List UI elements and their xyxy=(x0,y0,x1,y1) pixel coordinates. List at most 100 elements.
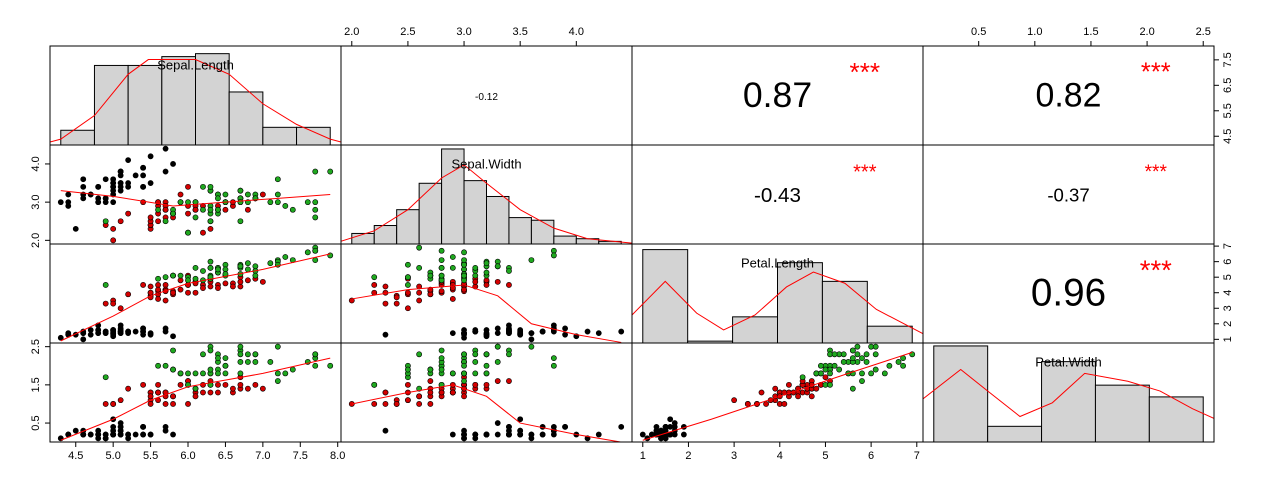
point xyxy=(237,199,244,206)
x-tick-label: 3.0 xyxy=(456,26,471,38)
x-tick-label: 2 xyxy=(685,450,691,462)
point xyxy=(125,183,132,190)
point xyxy=(140,164,147,171)
x-tick-label: 5 xyxy=(822,450,828,462)
point xyxy=(215,381,221,388)
point xyxy=(274,343,281,350)
histogram-bar xyxy=(642,249,689,343)
point xyxy=(849,347,856,354)
point xyxy=(680,431,687,438)
x-tick-label: 7 xyxy=(914,450,920,462)
point xyxy=(886,362,893,369)
point xyxy=(72,427,79,434)
x-tick-label: 1.0 xyxy=(1027,26,1042,38)
point xyxy=(831,351,838,358)
point xyxy=(494,420,501,426)
point xyxy=(222,381,229,388)
point xyxy=(170,347,176,354)
point xyxy=(147,289,154,296)
point xyxy=(200,370,206,377)
point xyxy=(192,264,199,271)
point xyxy=(282,254,289,260)
point xyxy=(95,427,102,434)
point xyxy=(461,427,467,434)
point xyxy=(267,359,274,365)
point xyxy=(562,325,568,332)
x-tick-label: 4.0 xyxy=(569,26,584,38)
point xyxy=(808,393,815,400)
point xyxy=(185,183,191,190)
point xyxy=(405,274,411,281)
point xyxy=(438,264,445,271)
point xyxy=(192,385,199,392)
point xyxy=(618,328,625,335)
point xyxy=(259,385,266,392)
point xyxy=(461,351,467,358)
point xyxy=(110,401,117,407)
y-tick-label: 5 xyxy=(1222,274,1234,280)
point xyxy=(795,393,801,400)
histogram-bar xyxy=(486,195,510,244)
point xyxy=(222,280,229,287)
point xyxy=(222,370,229,377)
point xyxy=(80,336,87,343)
point xyxy=(595,330,602,337)
point xyxy=(494,378,501,384)
point xyxy=(438,355,445,362)
point xyxy=(200,183,206,190)
point xyxy=(244,277,251,284)
point xyxy=(822,366,829,373)
point xyxy=(147,393,154,400)
point xyxy=(140,282,147,288)
point xyxy=(282,203,289,209)
variable-name: Sepal.Length xyxy=(157,57,234,72)
point xyxy=(813,385,820,392)
point xyxy=(87,327,94,333)
point xyxy=(304,199,311,206)
point xyxy=(230,385,236,392)
point xyxy=(639,431,646,438)
panel xyxy=(639,343,916,442)
point xyxy=(140,431,147,438)
point xyxy=(416,393,423,400)
point xyxy=(207,183,214,190)
histogram-bar xyxy=(508,217,532,244)
point xyxy=(312,214,319,221)
histogram-bar xyxy=(866,325,913,343)
point xyxy=(449,370,456,377)
point xyxy=(472,272,479,279)
point xyxy=(312,206,319,213)
point xyxy=(102,435,109,442)
point xyxy=(110,431,117,438)
point xyxy=(472,351,479,358)
point xyxy=(237,351,244,358)
point xyxy=(312,168,319,175)
point xyxy=(162,297,169,304)
x-tick-label: 4.5 xyxy=(68,450,83,462)
point xyxy=(863,351,870,358)
point xyxy=(854,351,861,358)
point xyxy=(528,343,535,350)
point xyxy=(494,330,501,337)
point xyxy=(147,283,154,290)
point xyxy=(517,327,524,333)
panel xyxy=(632,249,923,343)
point xyxy=(200,206,206,213)
point xyxy=(872,343,879,350)
point xyxy=(162,145,169,152)
point xyxy=(840,351,847,358)
point xyxy=(102,330,109,337)
point xyxy=(863,359,870,365)
point xyxy=(162,274,169,281)
point xyxy=(170,210,176,217)
panel xyxy=(341,148,632,244)
point xyxy=(170,289,176,296)
point xyxy=(550,423,557,430)
point xyxy=(192,214,199,221)
x-tick-label: 0.5 xyxy=(971,26,986,38)
point xyxy=(539,328,546,335)
point xyxy=(274,370,281,377)
point xyxy=(147,331,154,338)
point xyxy=(259,278,266,285)
point xyxy=(215,195,221,202)
